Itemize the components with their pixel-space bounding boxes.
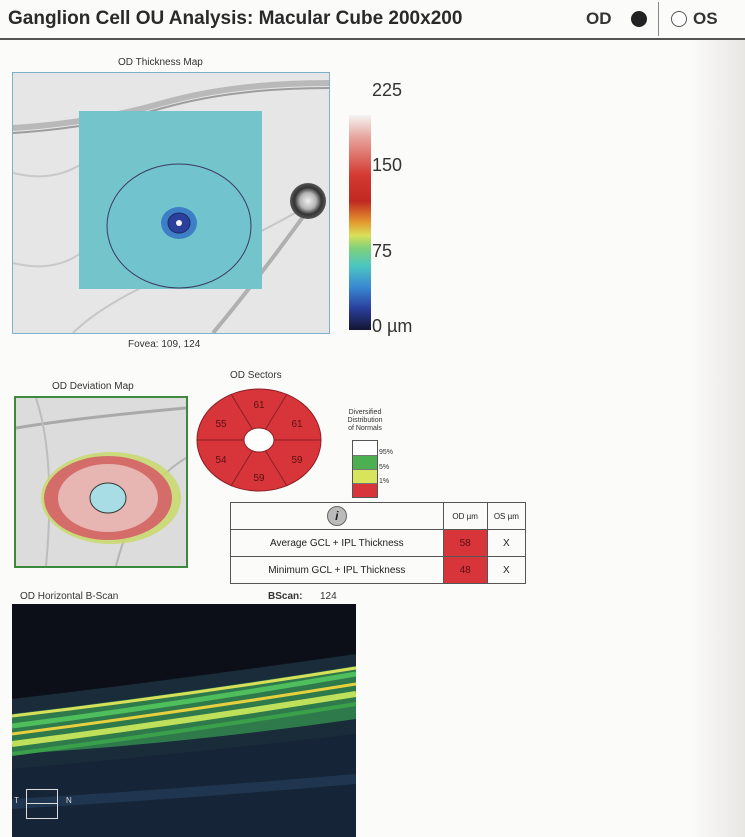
min-thickness-label: Minimum GCL + IPL Thickness (230, 556, 444, 584)
avg-thickness-label: Average GCL + IPL Thickness (230, 529, 444, 557)
fundus-thickness-image (13, 73, 329, 333)
normals-legend-title: Diversified Distribution of Normals (345, 409, 385, 433)
sector-inferotemporal: 54 (215, 455, 227, 466)
avg-thickness-od: 58 (442, 529, 488, 557)
legend-5: 5% (379, 464, 390, 471)
bscan-image: T N (12, 604, 356, 837)
colorbar-tick-75: 75 (372, 241, 393, 261)
deviation-map-label: OD Deviation Map (52, 381, 134, 392)
deviation-map-image (16, 398, 186, 566)
gcl-ipl-table: i OD µm OS µm Average GCL + IPL Thicknes… (230, 502, 527, 584)
sector-inferonasal: 59 (291, 455, 303, 466)
sector-superotemporal: 55 (215, 419, 227, 430)
sector-superior: 61 (253, 400, 265, 411)
nasal-label: N (66, 796, 72, 805)
info-cell: i (230, 502, 444, 530)
table-row: Average GCL + IPL Thickness 58 X (230, 529, 527, 557)
od-radio-selected-icon[interactable] (631, 11, 647, 27)
sector-superonasal: 61 (291, 419, 303, 430)
os-radio-empty-icon[interactable] (671, 11, 687, 27)
normals-legend-swatches (352, 440, 378, 498)
bscan-number-label: BScan: (268, 591, 303, 602)
od-header: OD µm (442, 502, 488, 530)
eye-os-label: OS (693, 9, 718, 28)
min-thickness-od: 48 (442, 556, 488, 584)
sector-inferior: 59 (253, 473, 265, 484)
table-header-row: i OD µm OS µm (230, 502, 527, 530)
legend-title-line2: Distribution (347, 417, 383, 424)
legend-title-line1: Diversified (348, 409, 382, 416)
fovea-coordinates: Fovea: 109, 124 (128, 339, 201, 350)
avg-thickness-os: X (486, 529, 527, 557)
eye-od-label: OD (586, 9, 612, 28)
legend-swatch-green (353, 456, 377, 470)
eye-selector-divider (658, 2, 659, 36)
sectors-chart: 61 61 59 59 54 55 (196, 388, 322, 492)
bscan-title: OD Horizontal B-Scan (20, 591, 119, 602)
thickness-colorbar (349, 115, 371, 330)
bscan-oct-image (12, 604, 356, 837)
legend-title-line3: of Normals (348, 425, 382, 432)
orientation-box (26, 789, 58, 819)
legend-1: 1% (379, 478, 390, 485)
thickness-map-label: OD Thickness Map (118, 57, 203, 68)
colorbar-tick-150: 150 (372, 155, 403, 175)
report-header (0, 0, 745, 40)
min-thickness-os: X (486, 556, 527, 584)
legend-swatch-red (353, 484, 377, 497)
thickness-map (12, 72, 330, 334)
colorbar-tick-0: 0 µm (372, 316, 413, 336)
legend-swatch-white (353, 441, 377, 456)
page-title: Ganglion Cell OU Analysis: Macular Cube … (8, 8, 463, 29)
os-header: OS µm (486, 502, 527, 530)
colorbar-tick-225: 225 (372, 80, 403, 100)
page-edge-shadow (690, 40, 745, 837)
deviation-map (14, 396, 188, 568)
sectors-label: OD Sectors (230, 370, 282, 381)
orientation-line (27, 803, 57, 804)
temporal-label: T (14, 796, 19, 805)
table-row: Minimum GCL + IPL Thickness 48 X (230, 556, 527, 584)
info-icon[interactable]: i (326, 506, 347, 526)
legend-95: 95% (379, 449, 394, 456)
legend-swatch-yellow (353, 470, 377, 484)
bscan-number: 124 (320, 591, 337, 602)
